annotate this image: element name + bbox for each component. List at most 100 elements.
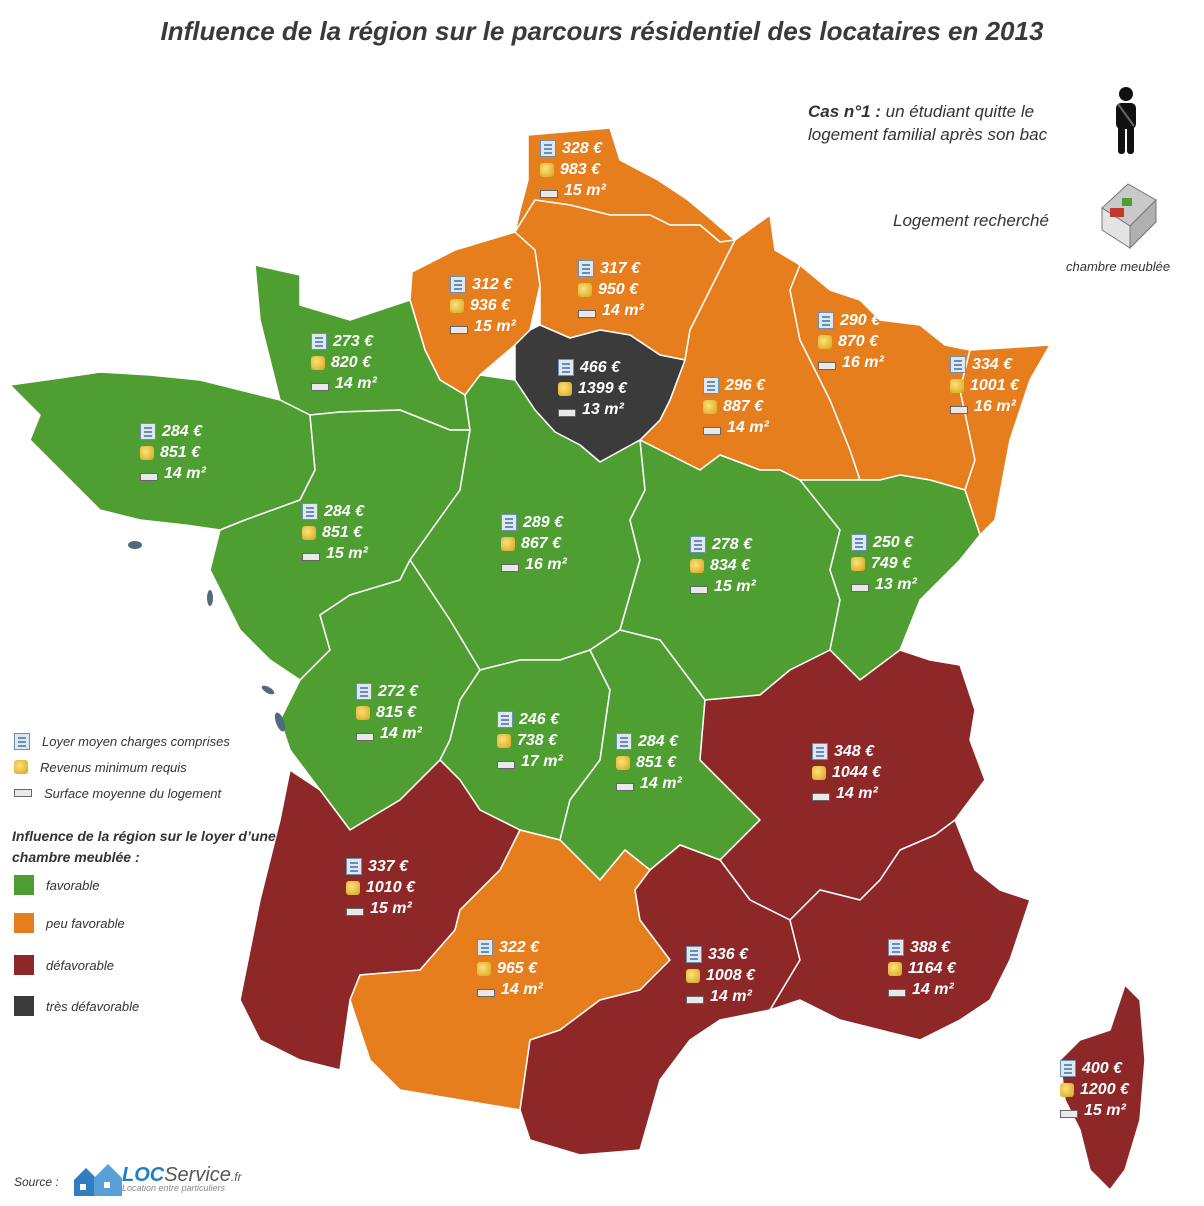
region-stat-block: 348 € 1044 € 14 m²: [812, 741, 881, 804]
rent-value: 312 €: [472, 276, 513, 293]
income-value-row: 1164 €: [888, 958, 956, 979]
surface-value: 14 m²: [335, 375, 377, 392]
surface-value-row: 15 m²: [450, 316, 516, 337]
region-stat-block: 290 € 870 € 16 m²: [818, 310, 884, 373]
legend-rent-label: Loyer moyen charges comprises: [42, 733, 230, 749]
coins-icon: [311, 355, 325, 370]
coins-icon: [140, 445, 154, 460]
region-stat-block: 272 € 815 € 14 m²: [356, 681, 422, 744]
rent-document-icon: [888, 939, 904, 956]
legend-class-favorable: favorable: [14, 875, 99, 895]
surface-value: 17 m²: [521, 753, 563, 770]
coins-icon: [497, 733, 511, 748]
rent-value: 296 €: [725, 377, 766, 394]
ruler-icon: [888, 988, 906, 997]
legend-income-label: Revenus minimum requis: [40, 759, 187, 775]
ruler-icon: [501, 563, 519, 572]
island-oleron: [274, 712, 286, 732]
ruler-icon: [302, 552, 320, 561]
region-stat-block: 466 € 1399 € 13 m²: [558, 357, 627, 420]
legend-surface-label: Surface moyenne du logement: [44, 785, 222, 801]
case-description: Cas n°1 : un étudiant quitte le logement…: [808, 100, 1068, 146]
legend-rent: Loyer moyen charges comprises: [14, 728, 230, 754]
rent-value: 466 €: [580, 359, 621, 376]
surface-value-row: 15 m²: [540, 180, 606, 201]
surface-value-row: 15 m²: [302, 543, 368, 564]
income-value: 936 €: [470, 297, 511, 314]
surface-value: 15 m²: [326, 545, 368, 562]
rent-value-row: 322 €: [477, 937, 543, 958]
rent-value-row: 334 €: [950, 354, 1019, 375]
rent-document-icon: [686, 946, 702, 963]
income-value-row: 867 €: [501, 533, 567, 554]
surface-value-row: 16 m²: [950, 396, 1019, 417]
income-value-row: 749 €: [851, 553, 917, 574]
income-value-row: 851 €: [302, 522, 368, 543]
region-stat-block: 336 € 1008 € 14 m²: [686, 944, 755, 1007]
rent-document-icon: [497, 711, 513, 728]
surface-value: 14 m²: [501, 981, 543, 998]
furnished-room-icon: [1101, 183, 1157, 250]
income-value: 815 €: [376, 704, 417, 721]
rent-document-icon: [690, 536, 706, 553]
surface-value: 14 m²: [836, 785, 878, 802]
income-value-row: 851 €: [616, 752, 682, 773]
surface-value: 15 m²: [564, 182, 606, 199]
ruler-icon: [356, 732, 374, 741]
rent-value-row: 317 €: [578, 258, 644, 279]
rent-value-row: 246 €: [497, 709, 563, 730]
coins-icon: [578, 282, 592, 297]
ruler-icon: [14, 789, 32, 797]
ruler-icon: [540, 189, 558, 198]
swatch-favorable: [14, 875, 34, 895]
legend-class-label: très défavorable: [46, 998, 140, 1014]
income-value-row: 1008 €: [686, 965, 755, 986]
rent-value-row: 273 €: [311, 331, 377, 352]
income-value: 820 €: [331, 354, 372, 371]
region-stat-block: 284 € 851 € 14 m²: [616, 731, 682, 794]
income-value: 887 €: [723, 398, 764, 415]
income-value-row: 1044 €: [812, 762, 881, 783]
surface-value: 14 m²: [710, 988, 752, 1005]
rent-document-icon: [140, 423, 156, 440]
coins-icon: [851, 556, 865, 571]
income-value: 738 €: [517, 732, 558, 749]
rent-value: 284 €: [162, 423, 203, 440]
coins-icon: [501, 536, 515, 551]
income-value: 983 €: [560, 161, 601, 178]
income-value: 834 €: [710, 557, 751, 574]
rent-document-icon: [540, 140, 556, 157]
logo-tagline: Location entre particuliers: [122, 1182, 226, 1193]
surface-value: 15 m²: [474, 318, 516, 335]
rent-document-icon: [356, 683, 372, 700]
rent-value-row: 272 €: [356, 681, 422, 702]
surface-value-row: 16 m²: [818, 352, 884, 373]
surface-value: 14 m²: [602, 302, 644, 319]
coins-icon: [888, 961, 902, 976]
rent-document-icon: [477, 939, 493, 956]
income-value-row: 936 €: [450, 295, 516, 316]
surface-value-row: 14 m²: [477, 979, 543, 1000]
logo-brand: LOCService.fr: [122, 1164, 242, 1187]
rent-document-icon: [14, 732, 30, 750]
income-value: 1164 €: [908, 960, 956, 977]
influence-legend-title: Influence de la région sur le loyer d’un…: [12, 828, 276, 865]
rent-document-icon: [1060, 1060, 1076, 1077]
rent-value: 273 €: [333, 333, 374, 350]
ruler-icon: [690, 585, 708, 594]
coins-icon: [558, 381, 572, 396]
rent-value: 272 €: [378, 683, 419, 700]
rent-value-row: 284 €: [616, 731, 682, 752]
region-stat-block: 296 € 887 € 14 m²: [703, 375, 769, 438]
rent-document-icon: [812, 743, 828, 760]
sought-housing-label: Logement recherché: [893, 211, 1049, 230]
swatch-defavorable: [14, 955, 34, 975]
rent-value-row: 466 €: [558, 357, 627, 378]
rent-document-icon: [818, 312, 834, 329]
rent-value-row: 348 €: [812, 741, 881, 762]
ruler-icon: [950, 405, 968, 414]
ruler-icon: [578, 309, 596, 318]
rent-value: 400 €: [1082, 1060, 1123, 1077]
rent-value: 348 €: [834, 743, 875, 760]
